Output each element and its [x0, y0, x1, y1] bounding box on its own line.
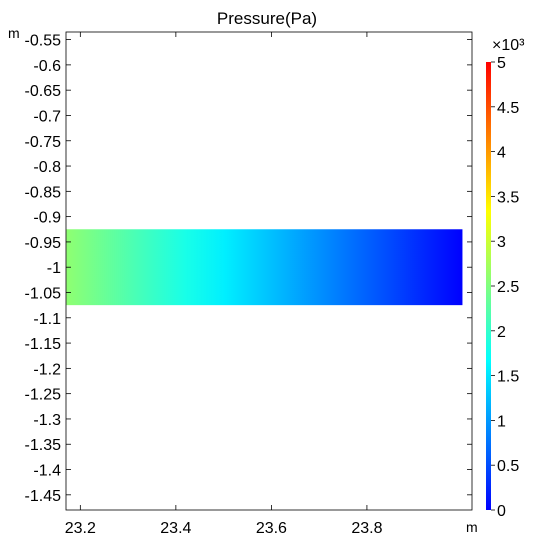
colorbar-multiplier: ×10³	[492, 37, 525, 54]
y-tick-label: -1.05	[25, 285, 62, 302]
x-axis-unit: m	[466, 519, 478, 535]
colorbar-tick-label: 0	[497, 503, 506, 520]
colorbar-tick-label: 3	[497, 234, 506, 251]
colorbar-tick-label: 4	[497, 145, 506, 162]
y-axis-ticks: -0.55 -0.6 -0.65 -0.7 -0.75 -0.8 -0.85 -0.9 -0.9…	[25, 33, 472, 505]
y-tick-label: -0.95	[25, 235, 62, 252]
colorbar-tick-label: 2	[497, 324, 506, 341]
x-tick-label: 23.2	[65, 520, 96, 537]
y-tick-label: -0.9	[33, 210, 61, 227]
y-tick-label: -0.85	[25, 184, 62, 201]
colorbar-tick-label: 4.5	[497, 100, 519, 117]
y-axis-unit: m	[8, 25, 20, 41]
plot-area	[65, 31, 473, 511]
colorbar: ×10³ 0 0.5 1 1.5 2 2.5 3 3.5 4 4.5 5	[486, 37, 525, 520]
colorbar-tick-label: 5	[497, 55, 506, 72]
colorbar-ticks: 0 0.5 1 1.5 2 2.5 3 3.5 4 4.5 5	[491, 55, 519, 520]
y-tick-label: -1.1	[33, 311, 61, 328]
x-tick-label: 23.6	[256, 520, 287, 537]
colorbar-tick-label: 2.5	[497, 279, 519, 296]
x-axis-ticks: 23.2 23.4 23.6 23.8	[65, 32, 383, 537]
y-tick-label: -1.2	[33, 361, 61, 378]
flow-region	[66, 229, 463, 306]
colorbar-tick-label: 0.5	[497, 458, 519, 475]
y-tick-label: -0.75	[25, 134, 62, 151]
y-tick-label: -1.3	[33, 412, 61, 429]
colorbar-bar	[486, 62, 491, 510]
y-tick-label: -0.55	[25, 33, 62, 50]
y-tick-label: -0.65	[25, 83, 62, 100]
x-tick-label: 23.8	[351, 520, 382, 537]
y-tick-label: -1.35	[25, 437, 62, 454]
y-tick-label: -0.8	[33, 159, 61, 176]
colorbar-tick-label: 1	[497, 413, 506, 430]
x-tick-label: 23.4	[160, 520, 191, 537]
y-tick-label: -1.25	[25, 387, 62, 404]
colorbar-tick-label: 1.5	[497, 369, 519, 386]
chart-title: Pressure(Pa)	[217, 9, 317, 28]
y-tick-label: -0.7	[33, 108, 61, 125]
colorbar-tick-label: 3.5	[497, 189, 519, 206]
y-tick-label: -1.4	[33, 463, 61, 480]
y-tick-label: -1	[47, 260, 61, 277]
y-tick-label: -1.45	[25, 488, 62, 505]
y-tick-label: -1.15	[25, 336, 62, 353]
y-tick-label: -0.6	[33, 58, 61, 75]
